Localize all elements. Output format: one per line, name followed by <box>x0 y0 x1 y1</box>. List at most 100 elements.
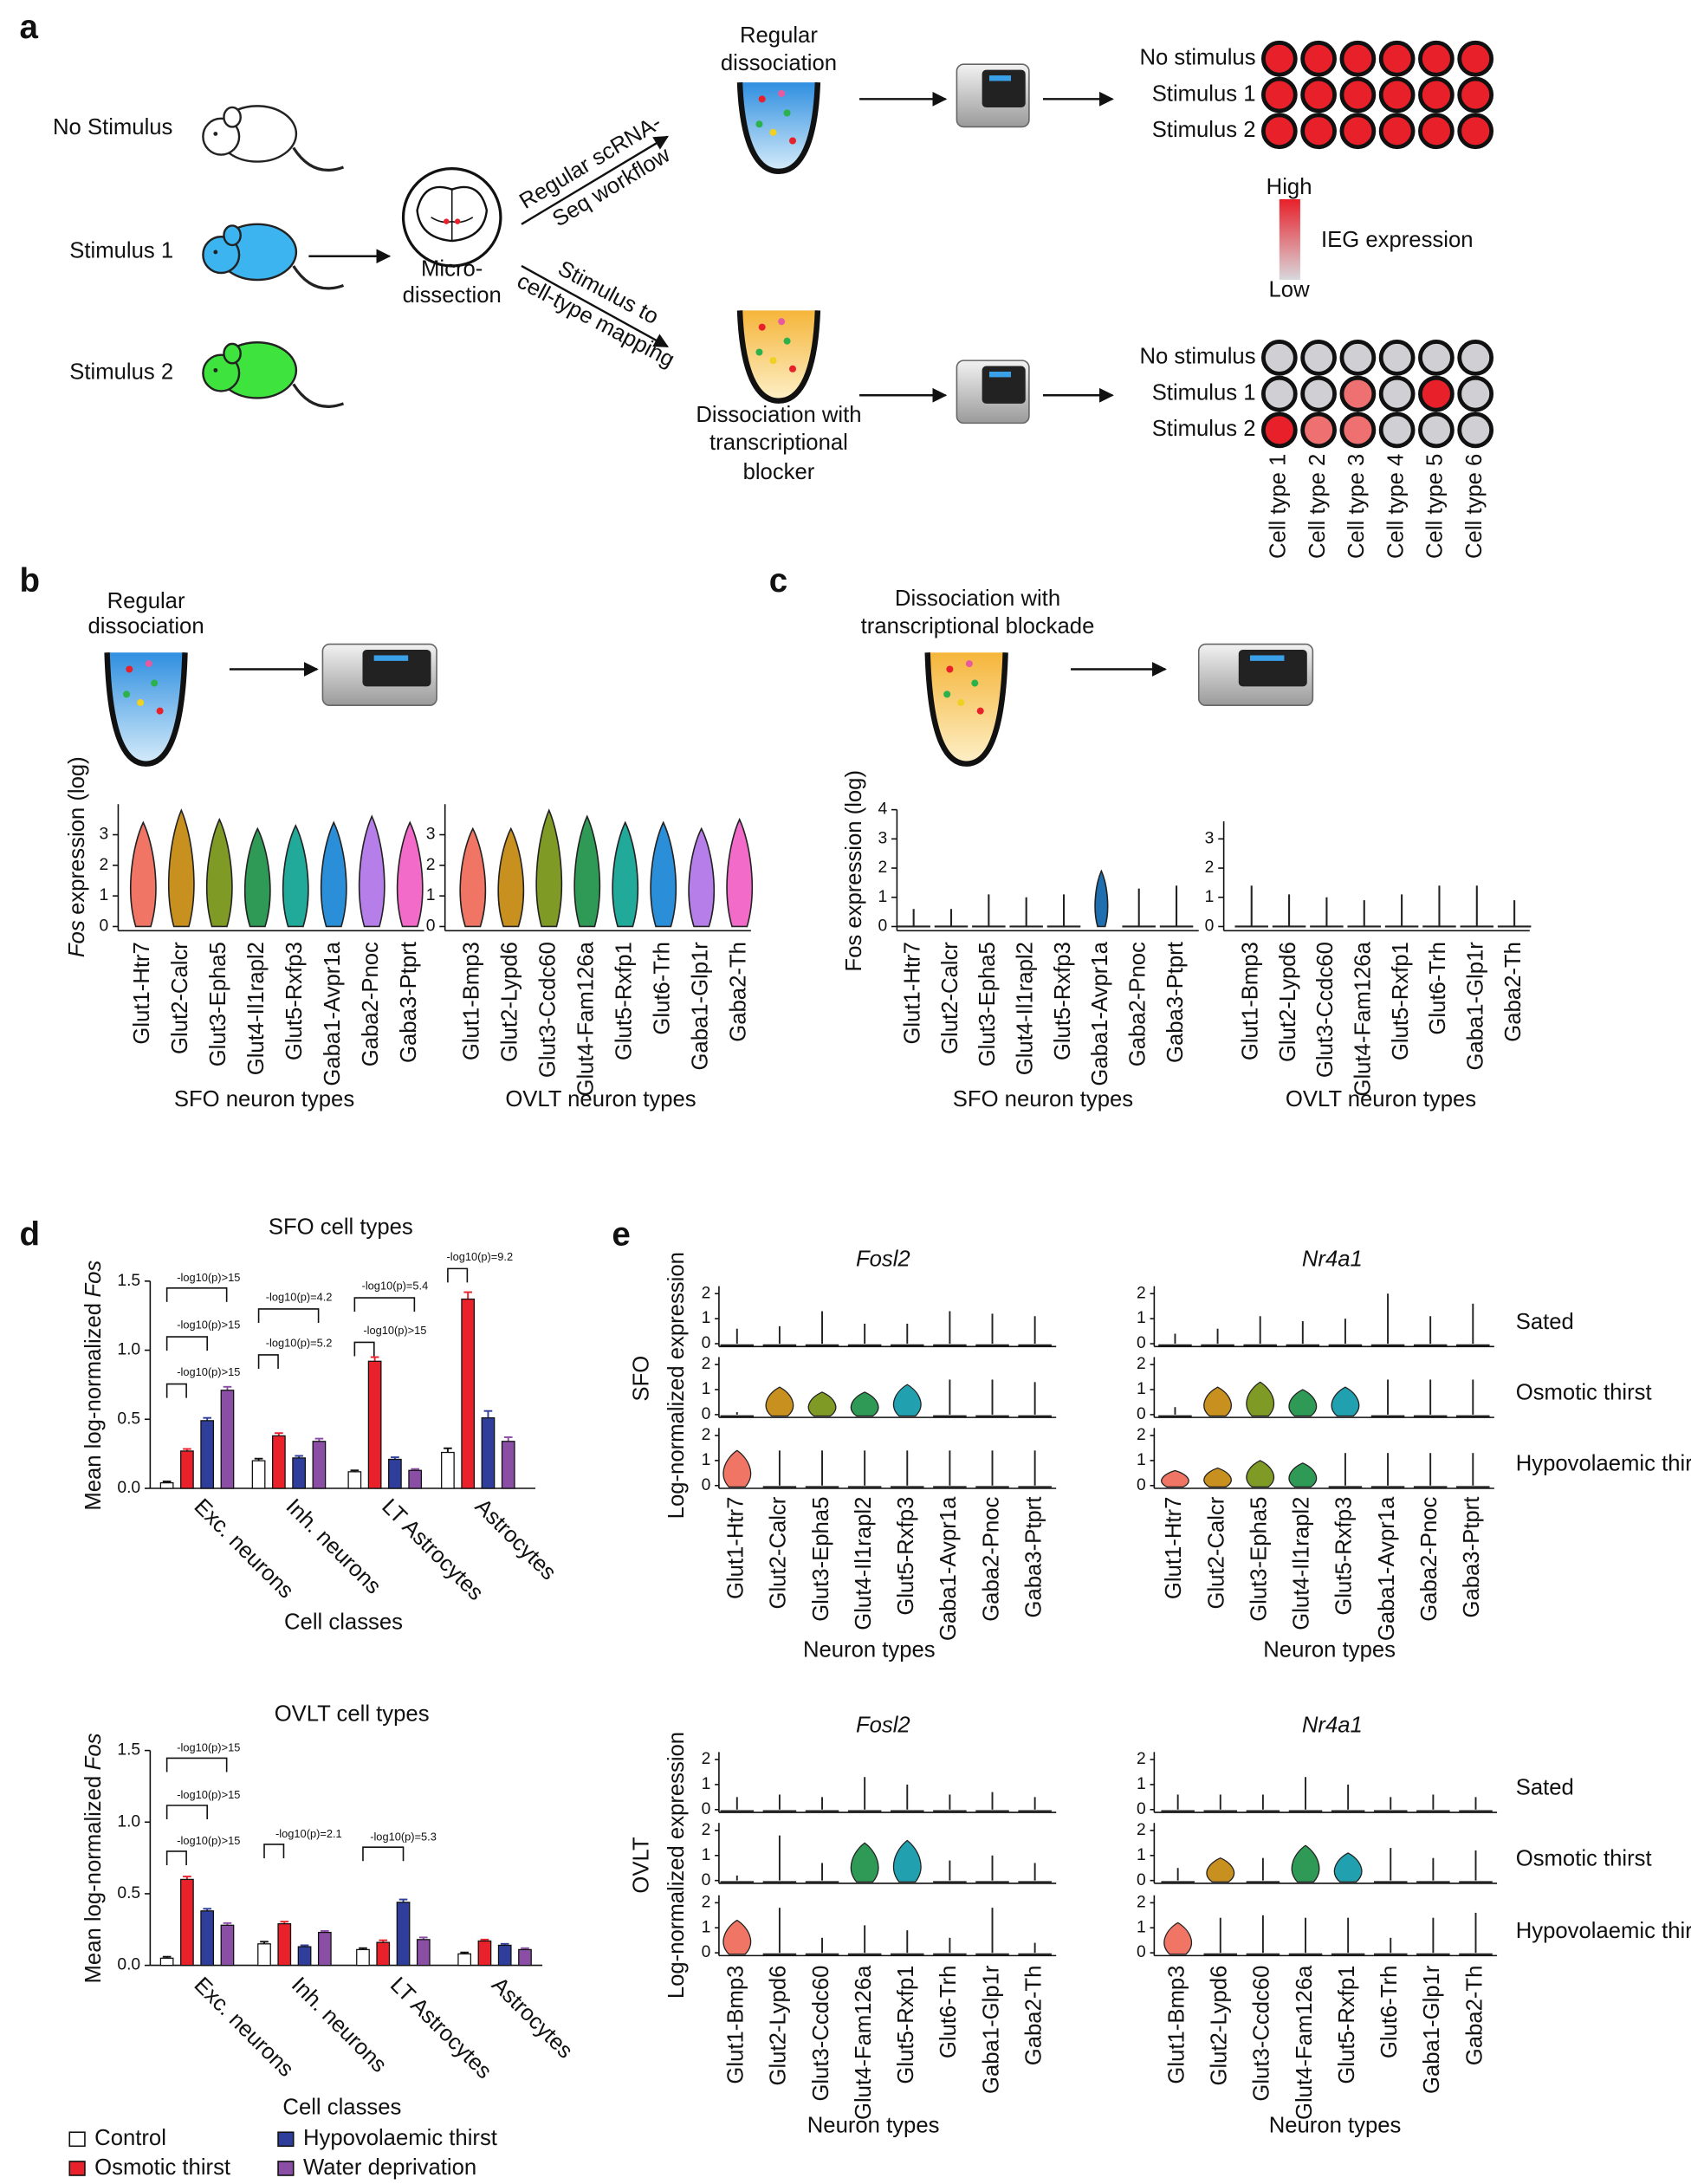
y-axis-label-part: Fos <box>81 1260 106 1298</box>
y-tick-label: 2 <box>878 859 887 877</box>
expression-dot <box>1339 375 1377 412</box>
expression-dot <box>1300 76 1337 113</box>
violin <box>243 826 271 928</box>
y-axis-label-part: Fos <box>81 1733 106 1770</box>
violin <box>1291 1844 1320 1883</box>
violin <box>1333 1852 1363 1883</box>
x-tick-label: Glut3-Ccdc60 <box>1313 942 1338 1078</box>
y-axis-label: Mean log-normalized Fos <box>81 1260 106 1511</box>
cell-dot <box>946 665 954 673</box>
expression-dot <box>1260 340 1298 376</box>
panel-title: Regular <box>107 589 185 613</box>
condition-label: No Stimulus <box>53 115 172 139</box>
x-tick-label: Gaba2-Pnoc <box>1417 1496 1442 1621</box>
x-tick-label: Glut1-Htr7 <box>900 942 924 1044</box>
y-tick-label: 2 <box>702 1284 711 1302</box>
mouse-eye <box>213 132 218 136</box>
panel-title: Dissociation with <box>895 587 1060 611</box>
cell-dot <box>769 128 777 136</box>
expression-dot <box>1418 76 1455 113</box>
x-tick-label: Gaba2-Th <box>1501 942 1526 1042</box>
x-axis-label: Neuron types <box>807 2114 940 2138</box>
y-tick-label: 2 <box>702 1355 711 1373</box>
region-label: SFO <box>629 1356 653 1402</box>
expression-dot <box>1300 113 1337 150</box>
y-tick-label: 1 <box>1205 888 1215 906</box>
expression-dot <box>1457 76 1494 113</box>
x-tick-label: Glut2-Lypd6 <box>498 942 522 1062</box>
sequencer-screen <box>362 650 431 687</box>
bar <box>220 1390 235 1489</box>
x-tick-label: Glut2-Calcr <box>767 1496 791 1609</box>
expression-dot <box>1418 113 1455 150</box>
x-tick-label: Glut3-Epha5 <box>975 942 1000 1066</box>
y-tick-label: 1 <box>702 1775 711 1793</box>
bar <box>200 1420 215 1489</box>
x-tick-label: Glut4-Fam126a <box>852 1965 876 2120</box>
y-axis-label-part: Mean log-normalized <box>81 1303 106 1511</box>
y-axis-label: Fos expression (log) <box>842 770 866 972</box>
annotation: -log10(p)=5.2 <box>266 1336 333 1349</box>
tube <box>104 652 188 767</box>
y-tick-label: 2 <box>702 1893 711 1911</box>
expression-dot <box>1260 412 1298 449</box>
bar <box>396 1902 411 1967</box>
annotation: -log10(p)>15 <box>177 1319 240 1332</box>
x-tick-label: Glut1-Htr7 <box>724 1497 748 1599</box>
violin <box>1203 1467 1232 1488</box>
y-tick-label: 0 <box>99 917 108 936</box>
x-tick-label: Glut1-Bmp3 <box>1164 1966 1189 2084</box>
bar <box>180 1878 194 1967</box>
cell-type-label: Cell type 6 <box>1462 454 1487 559</box>
y-tick-label: 0 <box>702 1800 711 1818</box>
violin <box>650 820 677 928</box>
row-label: Stimulus 2 <box>1152 118 1256 142</box>
y-tick-label: 1.5 <box>117 1741 140 1760</box>
bar <box>277 1923 292 1967</box>
violin <box>129 820 157 928</box>
scale-label: High <box>1267 175 1312 199</box>
expression-dot <box>1300 340 1337 376</box>
legend-swatch <box>277 2131 295 2148</box>
expression-dot <box>1260 113 1298 150</box>
legend-swatch <box>277 2161 295 2176</box>
x-tick-label: Glut2-Lypd6 <box>1208 1966 1232 2086</box>
bracket <box>353 1297 416 1312</box>
x-tick-label: Glut5-Rxfp1 <box>894 1966 918 2084</box>
x-tick-label: Glut6-Trh <box>936 1966 961 2058</box>
cell-dot <box>943 690 951 698</box>
violin <box>1203 1386 1232 1417</box>
expression-dot <box>1378 40 1416 77</box>
cell-type-label: Cell type 1 <box>1267 454 1291 559</box>
chart-title: OVLT cell types <box>275 1701 430 1726</box>
x-tick-label: Glut2-Calcr <box>938 942 962 1054</box>
x-tick-label: Gaba3-Ptprt <box>1163 942 1188 1063</box>
gene-label: Fosl2 <box>856 1248 910 1272</box>
violin <box>688 826 716 928</box>
cell-dot <box>156 707 164 715</box>
cell-dot <box>957 699 965 707</box>
expression-dot <box>1300 412 1337 449</box>
row-label: Stimulus 2 <box>1152 417 1256 441</box>
y-tick-label: 1 <box>99 886 108 904</box>
condition-label: Sated <box>1516 1776 1574 1800</box>
y-tick-label: 2 <box>1137 1821 1146 1839</box>
expression-dot <box>1260 76 1298 113</box>
expression-dot <box>1300 375 1337 412</box>
bar <box>159 1957 174 1967</box>
violin <box>765 1386 794 1417</box>
panel-letter: c <box>769 562 787 599</box>
bracket <box>257 1354 279 1369</box>
x-axis-label: Neuron types <box>1263 1638 1396 1662</box>
annotation: -log10(p)>15 <box>363 1324 426 1337</box>
x-tick-label: Glut6-Trh <box>1377 1966 1402 2058</box>
bar <box>376 1941 391 1967</box>
expression-dot <box>1339 76 1377 113</box>
expression-dot <box>1457 340 1494 376</box>
y-tick-label: 0 <box>878 917 887 936</box>
chart-title: SFO cell types <box>269 1215 413 1240</box>
tube-label: blocker <box>743 460 815 484</box>
x-tick-label: Gaba1-Glp1r <box>979 1965 1003 2094</box>
x-tick-label: Glut6-Trh <box>1426 942 1450 1034</box>
annotation: -log10(p)=5.4 <box>362 1280 429 1293</box>
